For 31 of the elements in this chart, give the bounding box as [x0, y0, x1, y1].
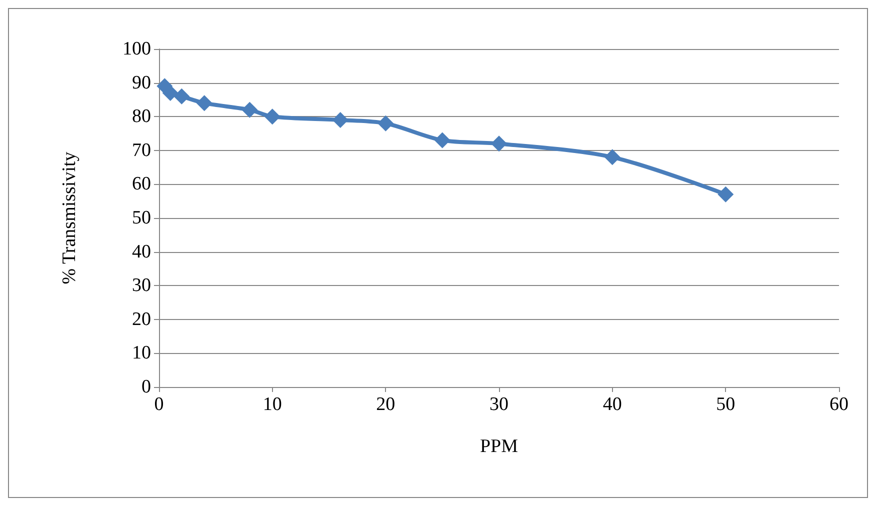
y-tick-label: 60	[132, 174, 151, 195]
point	[604, 149, 620, 166]
x-tick-label: 30	[490, 394, 508, 415]
x-axis-title: PPM	[480, 436, 518, 457]
point	[491, 136, 507, 152]
y-tick-label: 50	[132, 208, 151, 228]
x-tick-label: 10	[262, 394, 282, 415]
y-tick-label: 90	[132, 72, 151, 94]
y-tick-label: 70	[132, 140, 151, 161]
point	[332, 112, 348, 128]
y-tick-label: 10	[132, 342, 151, 364]
y-tick-label: 40	[132, 241, 151, 262]
point	[264, 108, 280, 125]
y-tick-label: 30	[132, 275, 151, 296]
y-tick-label: 20	[132, 308, 151, 330]
point	[162, 84, 178, 101]
y-tick-label: 100	[122, 38, 151, 60]
point	[242, 102, 258, 118]
x-tick-label: 0	[154, 394, 164, 415]
point	[434, 132, 450, 148]
y-tick-label: 0	[142, 376, 151, 398]
x-tick-label: 60	[830, 394, 848, 415]
x-tick-label: 20	[376, 394, 396, 415]
point	[174, 88, 190, 104]
y-tick-label: 80	[132, 106, 151, 128]
point	[378, 115, 394, 132]
x-tick-label: 40	[602, 394, 622, 415]
point	[196, 95, 212, 112]
y-axis-title: % Transmissivity	[59, 151, 80, 284]
x-tick-label: 50	[716, 394, 736, 415]
point	[718, 186, 734, 202]
